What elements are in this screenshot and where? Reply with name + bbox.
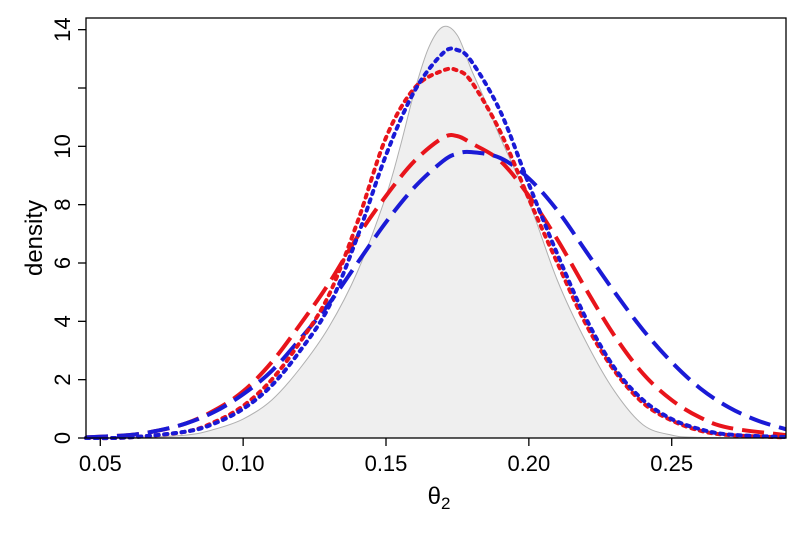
x-tick-label: 0.15: [365, 451, 408, 476]
y-tick-label: 0: [50, 432, 75, 444]
x-axis-title-subscript: 2: [441, 494, 450, 513]
y-tick-label: 14: [50, 17, 75, 41]
x-tick-label: 0.25: [650, 451, 693, 476]
series-layer: [84, 25, 788, 441]
plot-frame: [85, 17, 787, 439]
x-tick-label: 0.05: [79, 451, 122, 476]
y-axis: 0 2 4 6 8 10 14: [50, 17, 86, 444]
series-line-blue-dotted: [84, 46, 788, 441]
x-axis: 0.05 0.10 0.15 0.20 0.25: [79, 438, 693, 476]
density-area-fill: [86, 26, 786, 439]
x-tick-label: 0.20: [507, 451, 550, 476]
x-tick-label: 0.10: [222, 451, 265, 476]
y-tick-label: 2: [50, 374, 75, 386]
series-line-blue-dashed: [85, 149, 787, 440]
y-axis-title: density: [21, 200, 48, 276]
series-line-red-dotted: [84, 66, 788, 441]
density-area-outline: [85, 25, 787, 439]
y-tick-label: 6: [50, 257, 75, 269]
y-tick-label: 10: [50, 134, 75, 158]
x-axis-title-symbol: θ: [428, 483, 441, 510]
y-tick-label: 8: [50, 199, 75, 211]
y-tick-label: 4: [50, 315, 75, 327]
x-axis-title: θ2: [428, 483, 451, 513]
